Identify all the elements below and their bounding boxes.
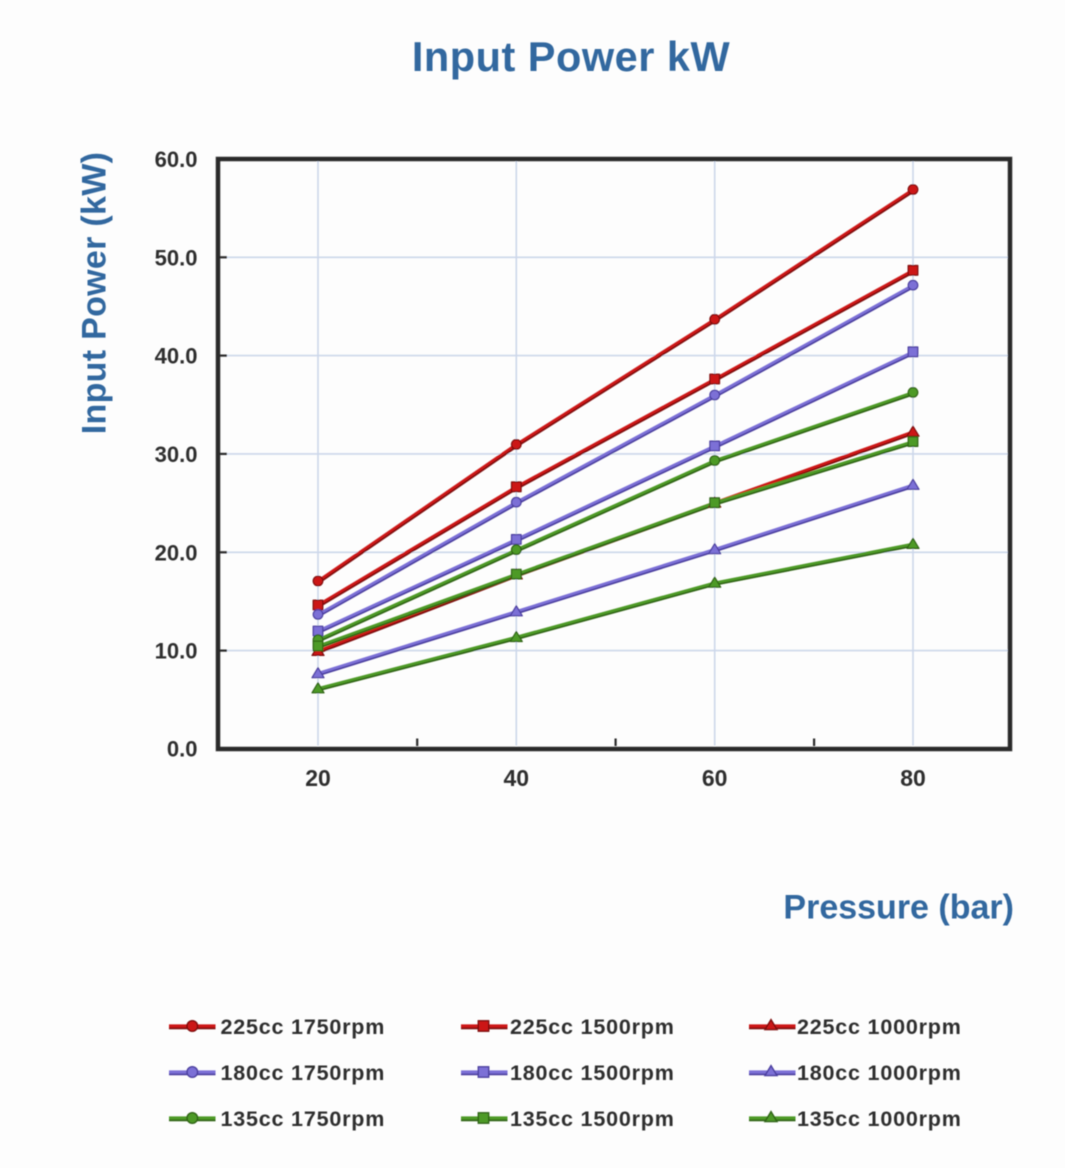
svg-text:135cc 1000rpm: 135cc 1000rpm [797,1107,962,1131]
svg-text:0.0: 0.0 [167,736,198,761]
svg-text:50.0: 50.0 [155,245,198,270]
svg-text:40.0: 40.0 [155,344,198,369]
svg-text:30.0: 30.0 [155,442,198,467]
svg-text:225cc 1000rpm: 225cc 1000rpm [797,1015,962,1039]
svg-text:80: 80 [900,765,926,791]
svg-text:Pressure (bar): Pressure (bar) [783,889,1014,927]
svg-text:20: 20 [305,765,331,791]
svg-text:225cc 1750rpm: 225cc 1750rpm [221,1015,386,1039]
svg-text:60: 60 [702,765,728,791]
svg-text:180cc 1500rpm: 180cc 1500rpm [510,1061,675,1085]
svg-text:135cc 1500rpm: 135cc 1500rpm [510,1107,675,1131]
svg-text:225cc 1500rpm: 225cc 1500rpm [510,1015,675,1039]
svg-text:135cc 1750rpm: 135cc 1750rpm [221,1107,386,1131]
svg-text:20.0: 20.0 [155,540,198,565]
svg-text:180cc 1000rpm: 180cc 1000rpm [797,1061,962,1085]
svg-text:60.0: 60.0 [155,147,198,172]
svg-text:Input Power (kW): Input Power (kW) [76,152,114,434]
svg-text:10.0: 10.0 [155,639,198,664]
svg-text:40: 40 [504,765,530,791]
svg-text:Input Power kW: Input Power kW [412,33,731,80]
svg-text:180cc 1750rpm: 180cc 1750rpm [221,1061,386,1085]
